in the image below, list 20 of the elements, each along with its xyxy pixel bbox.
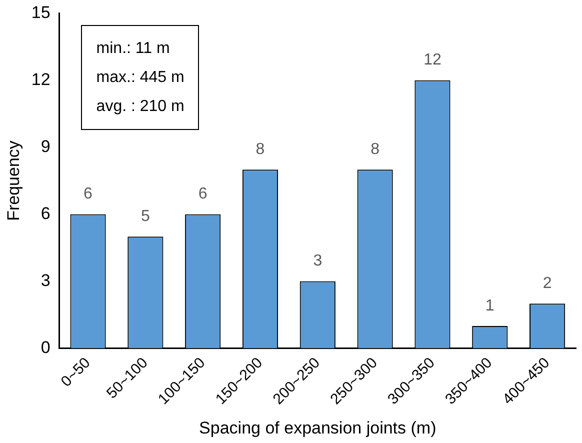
data-label: 6: [198, 186, 208, 203]
data-label: 6: [84, 186, 93, 203]
data-label: 1: [485, 297, 494, 314]
data-label: 8: [370, 140, 380, 158]
y-tick-label: 6: [40, 204, 50, 223]
y-tick-label: 9: [40, 136, 50, 156]
y-tick-label: 12: [31, 70, 50, 89]
y-tick-label: 0: [40, 338, 50, 357]
y-axis-title: Frequency: [4, 140, 23, 221]
y-tick-label: 15: [31, 2, 50, 22]
data-label: 3: [313, 252, 322, 270]
annotation: avg. : 210 m: [96, 97, 184, 118]
y-tick-label: 3: [40, 270, 50, 290]
data-label: 2: [542, 275, 552, 292]
data-label: 8: [256, 140, 265, 158]
annotation: max.: 445 m: [96, 68, 184, 88]
annotation: min.: 11 m: [96, 39, 171, 60]
data-label: 5: [140, 208, 150, 225]
x-axis-title: Spacing of expansion joints (m): [199, 418, 436, 438]
data-label: 12: [424, 52, 442, 69]
